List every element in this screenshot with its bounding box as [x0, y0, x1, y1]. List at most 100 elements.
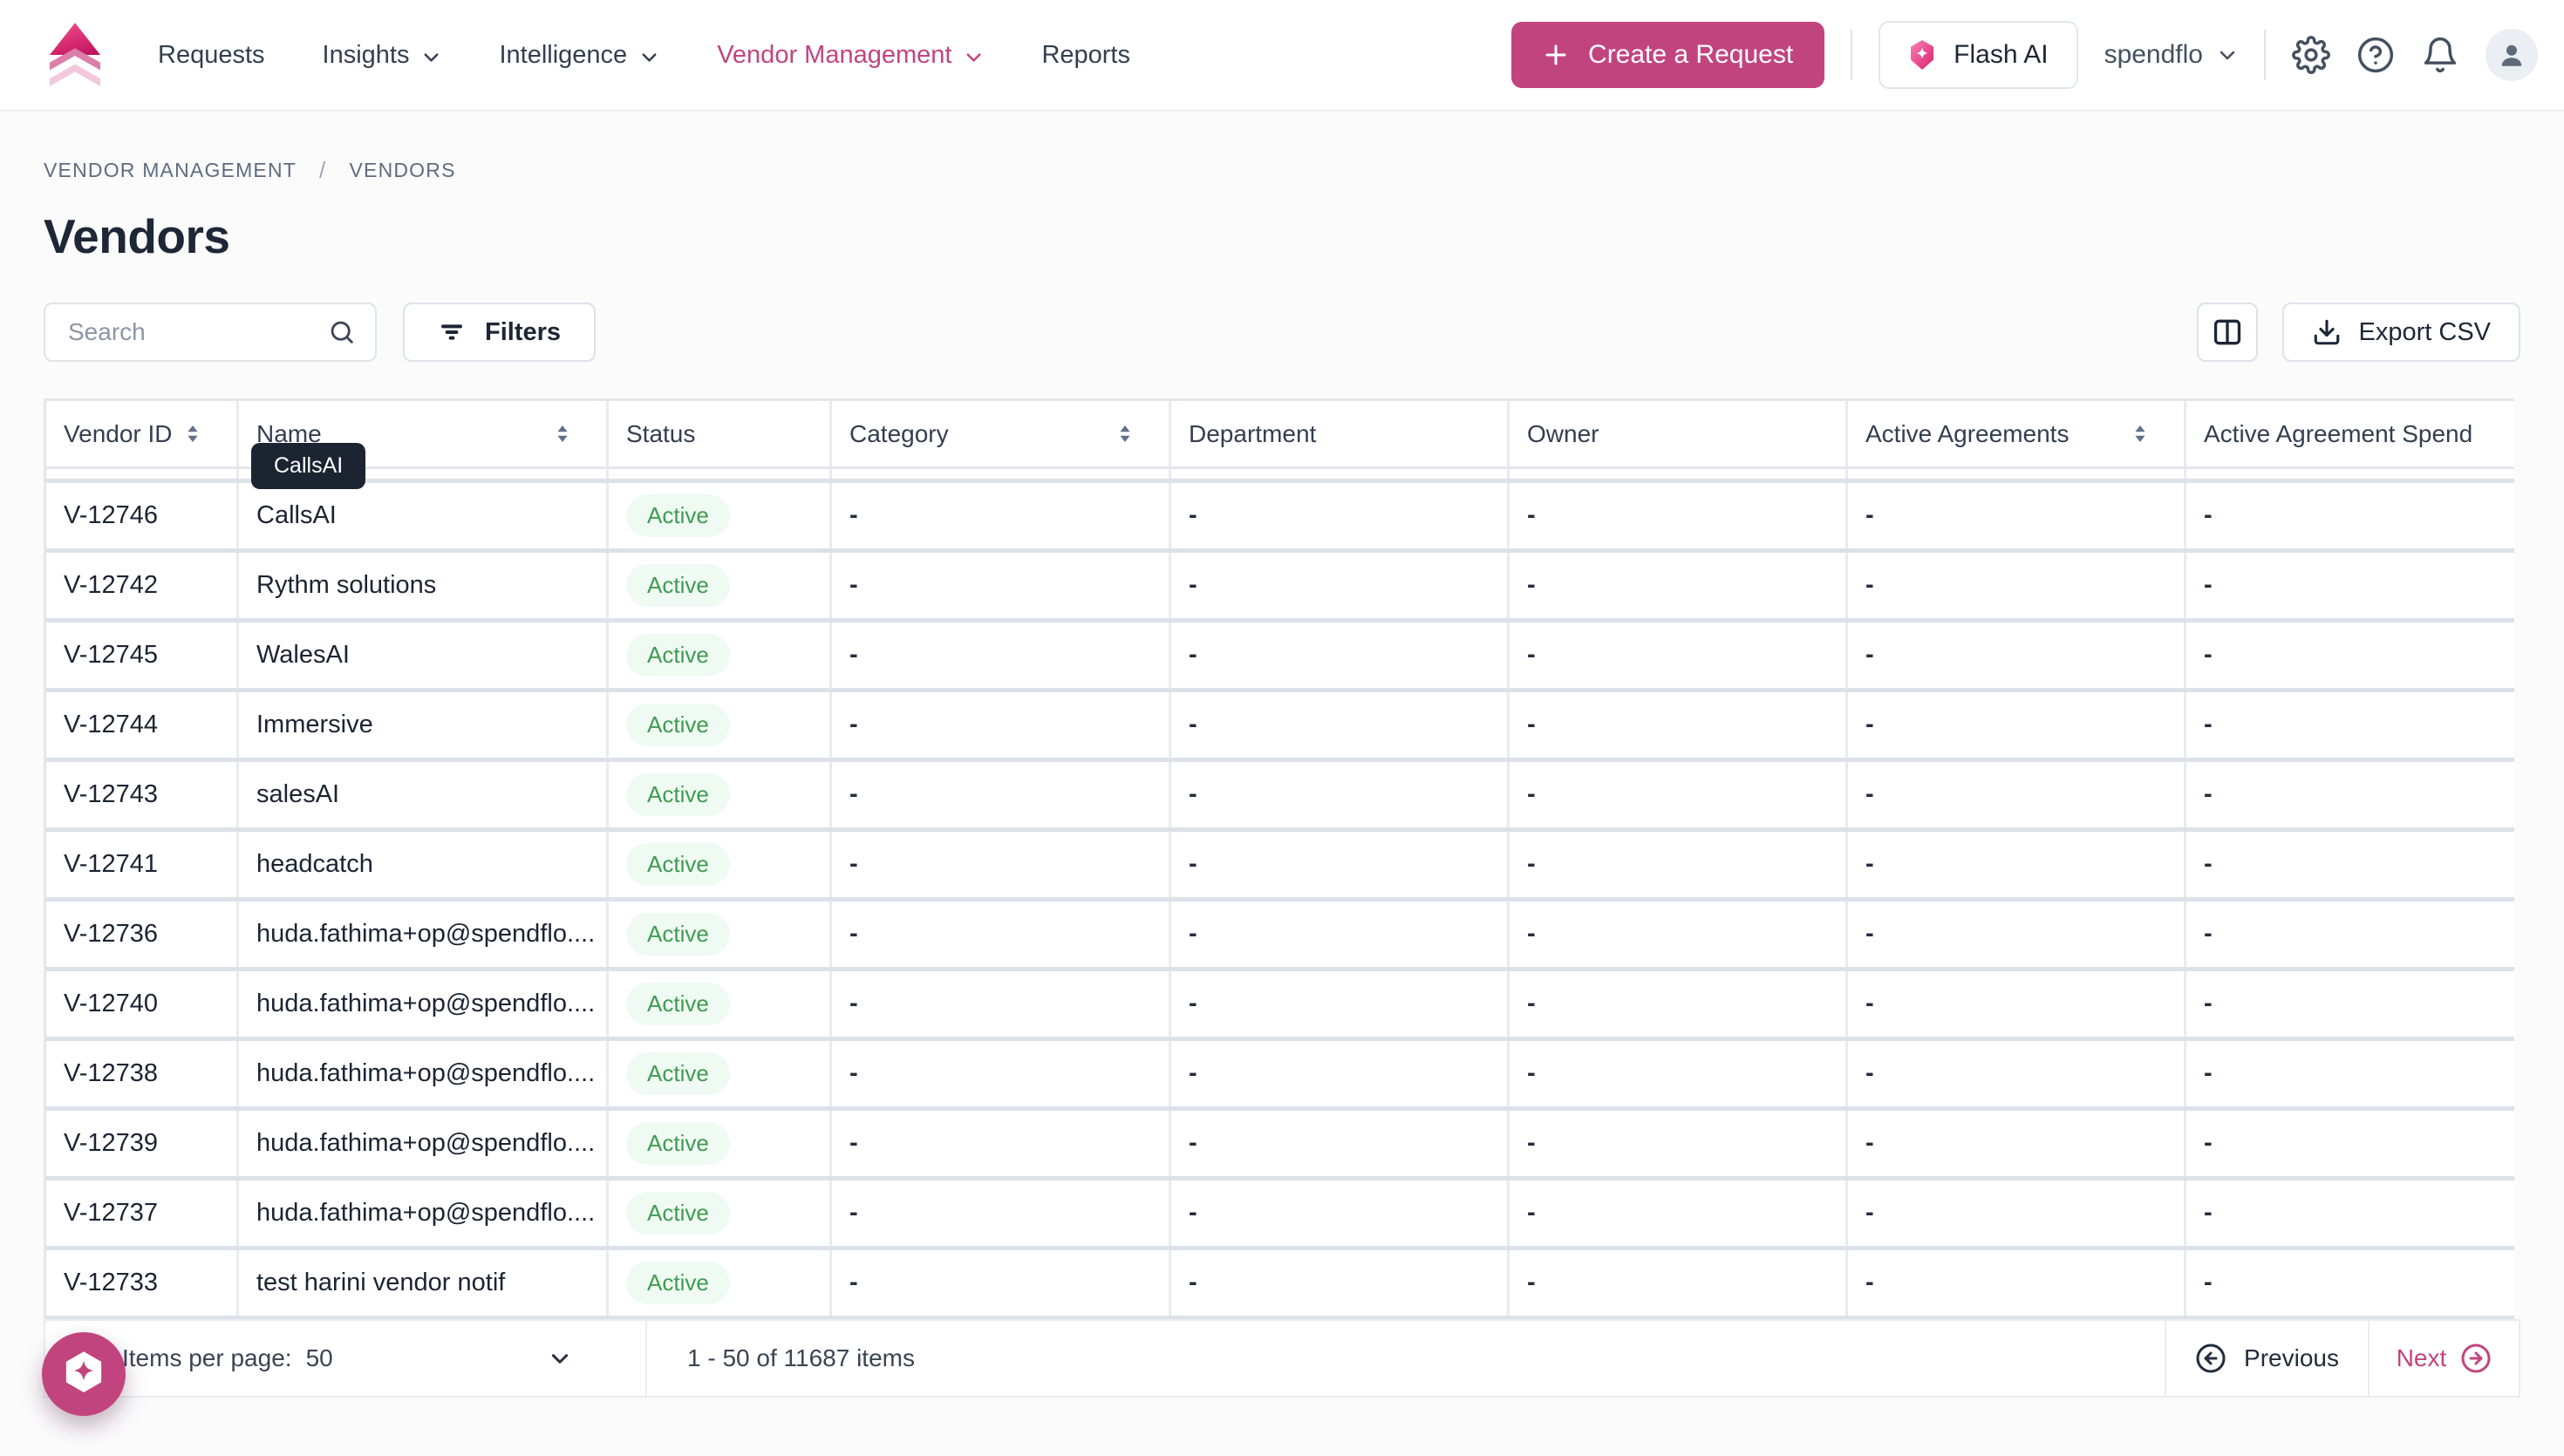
status-badge: Active	[626, 1122, 730, 1165]
settings-button[interactable]	[2292, 36, 2330, 74]
breadcrumb-current[interactable]: VENDORS	[349, 159, 455, 182]
cell-active-agreement-spend: -	[2186, 692, 2517, 758]
items-per-page-label: Items per page:	[122, 1344, 292, 1372]
search-input[interactable]	[68, 318, 328, 346]
cell-status: Active	[609, 692, 832, 758]
table-row[interactable]: V-12737 huda.fathima+op@spendflo.... Act…	[46, 1180, 2514, 1250]
breadcrumb-parent[interactable]: VENDOR MANAGEMENT	[44, 159, 297, 182]
cell-category: -	[832, 832, 1171, 897]
column-header[interactable]: Category	[832, 401, 1171, 466]
table-row[interactable]: V-12739 huda.fathima+op@spendflo.... Act…	[46, 1111, 2514, 1180]
notifications-button[interactable]	[2421, 36, 2459, 74]
cell-active-agreements: -	[1848, 553, 2186, 618]
download-icon	[2312, 317, 2342, 347]
help-icon	[2356, 36, 2395, 74]
table-row[interactable]: V-12736 huda.fathima+op@spendflo.... Act…	[46, 901, 2514, 971]
cell-status: Active	[609, 623, 832, 688]
table-row[interactable]: V-12742 Rythm solutions Active - - - - -	[46, 553, 2514, 623]
table-row[interactable]: V-12744 Immersive Active - - - - -	[46, 692, 2514, 762]
chevron-down-icon	[639, 47, 659, 67]
breadcrumb: VENDOR MANAGEMENT / VENDORS	[44, 157, 2520, 184]
spendflo-logo[interactable]	[48, 23, 102, 87]
sort-icon[interactable]	[2130, 422, 2151, 446]
export-csv-button[interactable]: Export CSV	[2282, 303, 2521, 362]
cell-status: Active	[609, 762, 832, 827]
previous-page-button[interactable]: Previous	[2166, 1321, 2370, 1396]
divider	[2264, 30, 2266, 80]
table-row[interactable]: V-12733 test harini vendor notif Active …	[46, 1250, 2514, 1320]
cell-name: salesAI	[239, 762, 609, 827]
cell-name: huda.fathima+op@spendflo....	[239, 1041, 609, 1106]
nav-item[interactable]: Reports	[1041, 41, 1130, 70]
table-row[interactable]: V-12745 WalesAI Active - - - - -	[46, 623, 2514, 692]
sort-icon[interactable]	[1115, 422, 1135, 446]
cell-vendor-id: V-12737	[46, 1180, 239, 1246]
nav-item-label: Vendor Management	[717, 41, 951, 70]
column-header[interactable]: Active Agreements	[1848, 401, 2186, 466]
cell-vendor-id: V-12738	[46, 1041, 239, 1106]
table-row[interactable]: V-12738 huda.fathima+op@spendflo.... Act…	[46, 1041, 2514, 1111]
cell-status: Active	[609, 1250, 832, 1316]
column-header[interactable]: Owner	[1510, 401, 1848, 466]
main-content: VENDOR MANAGEMENT / VENDORS Vendors Filt…	[0, 157, 2564, 1320]
create-request-button[interactable]: Create a Request	[1511, 22, 1824, 88]
cell-vendor-id: V-12746	[46, 483, 239, 548]
search-icon	[328, 318, 356, 346]
cell-status: Active	[609, 1180, 832, 1246]
nav-item[interactable]: Requests	[158, 41, 265, 70]
sort-icon[interactable]	[182, 422, 203, 446]
column-header[interactable]: Department	[1171, 401, 1510, 466]
cell-department: -	[1171, 1041, 1510, 1106]
cell-active-agreement-spend: -	[2186, 1250, 2517, 1316]
cell-status: Active	[609, 553, 832, 618]
items-per-page-select[interactable]: Items per page: 50	[45, 1321, 647, 1396]
table-header-row: Vendor ID Name Status Category Departmen…	[46, 401, 2514, 469]
cell-owner: -	[1510, 553, 1848, 618]
page-title: Vendors	[44, 208, 2520, 264]
cell-department: -	[1171, 692, 1510, 758]
next-page-button[interactable]: Next	[2370, 1321, 2519, 1396]
breadcrumb-separator: /	[319, 157, 326, 184]
user-avatar[interactable]	[2486, 29, 2538, 81]
filters-button[interactable]: Filters	[403, 303, 596, 362]
flash-ai-fab[interactable]	[42, 1332, 126, 1416]
cell-name: huda.fathima+op@spendflo....	[239, 971, 609, 1037]
table-row[interactable]: V-12743 salesAI Active - - - - -	[46, 762, 2514, 832]
flash-ai-button[interactable]: Flash AI	[1879, 21, 2077, 89]
cell-status: Active	[609, 971, 832, 1037]
nav-item[interactable]: Insights	[323, 41, 442, 70]
column-header[interactable]: Vendor ID	[46, 401, 239, 466]
status-badge: Active	[626, 634, 730, 677]
name-tooltip: CallsAI	[251, 443, 365, 489]
cell-name: Immersive	[239, 692, 609, 758]
column-header[interactable]: Active Agreement Spend	[2186, 401, 2517, 466]
cell-department: -	[1171, 762, 1510, 827]
cell-active-agreement-spend: -	[2186, 762, 2517, 827]
column-header[interactable]: Status	[609, 401, 832, 466]
org-switcher[interactable]: spendflo	[2104, 40, 2238, 70]
table-row[interactable]: V-12741 headcatch Active - - - - -	[46, 832, 2514, 901]
cell-status: Active	[609, 1111, 832, 1176]
cell-owner: -	[1510, 1250, 1848, 1316]
table-row[interactable]: V-12740 huda.fathima+op@spendflo.... Act…	[46, 971, 2514, 1041]
flash-ai-label: Flash AI	[1954, 40, 2048, 70]
cell-active-agreements: -	[1848, 901, 2186, 967]
cell-department: -	[1171, 971, 1510, 1037]
pagination-bar: Items per page: 50 1 - 50 of 11687 items…	[44, 1319, 2520, 1398]
column-settings-button[interactable]	[2197, 303, 2258, 362]
column-header-label: Active Agreement Spend	[2204, 420, 2472, 448]
arrow-right-circle-icon	[2460, 1343, 2492, 1374]
cell-name: headcatch	[239, 832, 609, 897]
sort-icon[interactable]	[552, 422, 573, 446]
cell-status: Active	[609, 832, 832, 897]
cell-category: -	[832, 1180, 1171, 1246]
nav-item[interactable]: Vendor Management	[717, 41, 984, 70]
cell-status: Active	[609, 901, 832, 967]
cell-name: CallsAI	[239, 483, 609, 548]
table-row[interactable]: V-12746 CallsAI Active - - - - -	[46, 483, 2514, 553]
cell-vendor-id: V-12744	[46, 692, 239, 758]
gem-sparkle-icon	[60, 1349, 107, 1399]
help-button[interactable]	[2356, 36, 2395, 74]
nav-item[interactable]: Intelligence	[499, 41, 659, 70]
chevron-down-icon	[2217, 44, 2238, 65]
